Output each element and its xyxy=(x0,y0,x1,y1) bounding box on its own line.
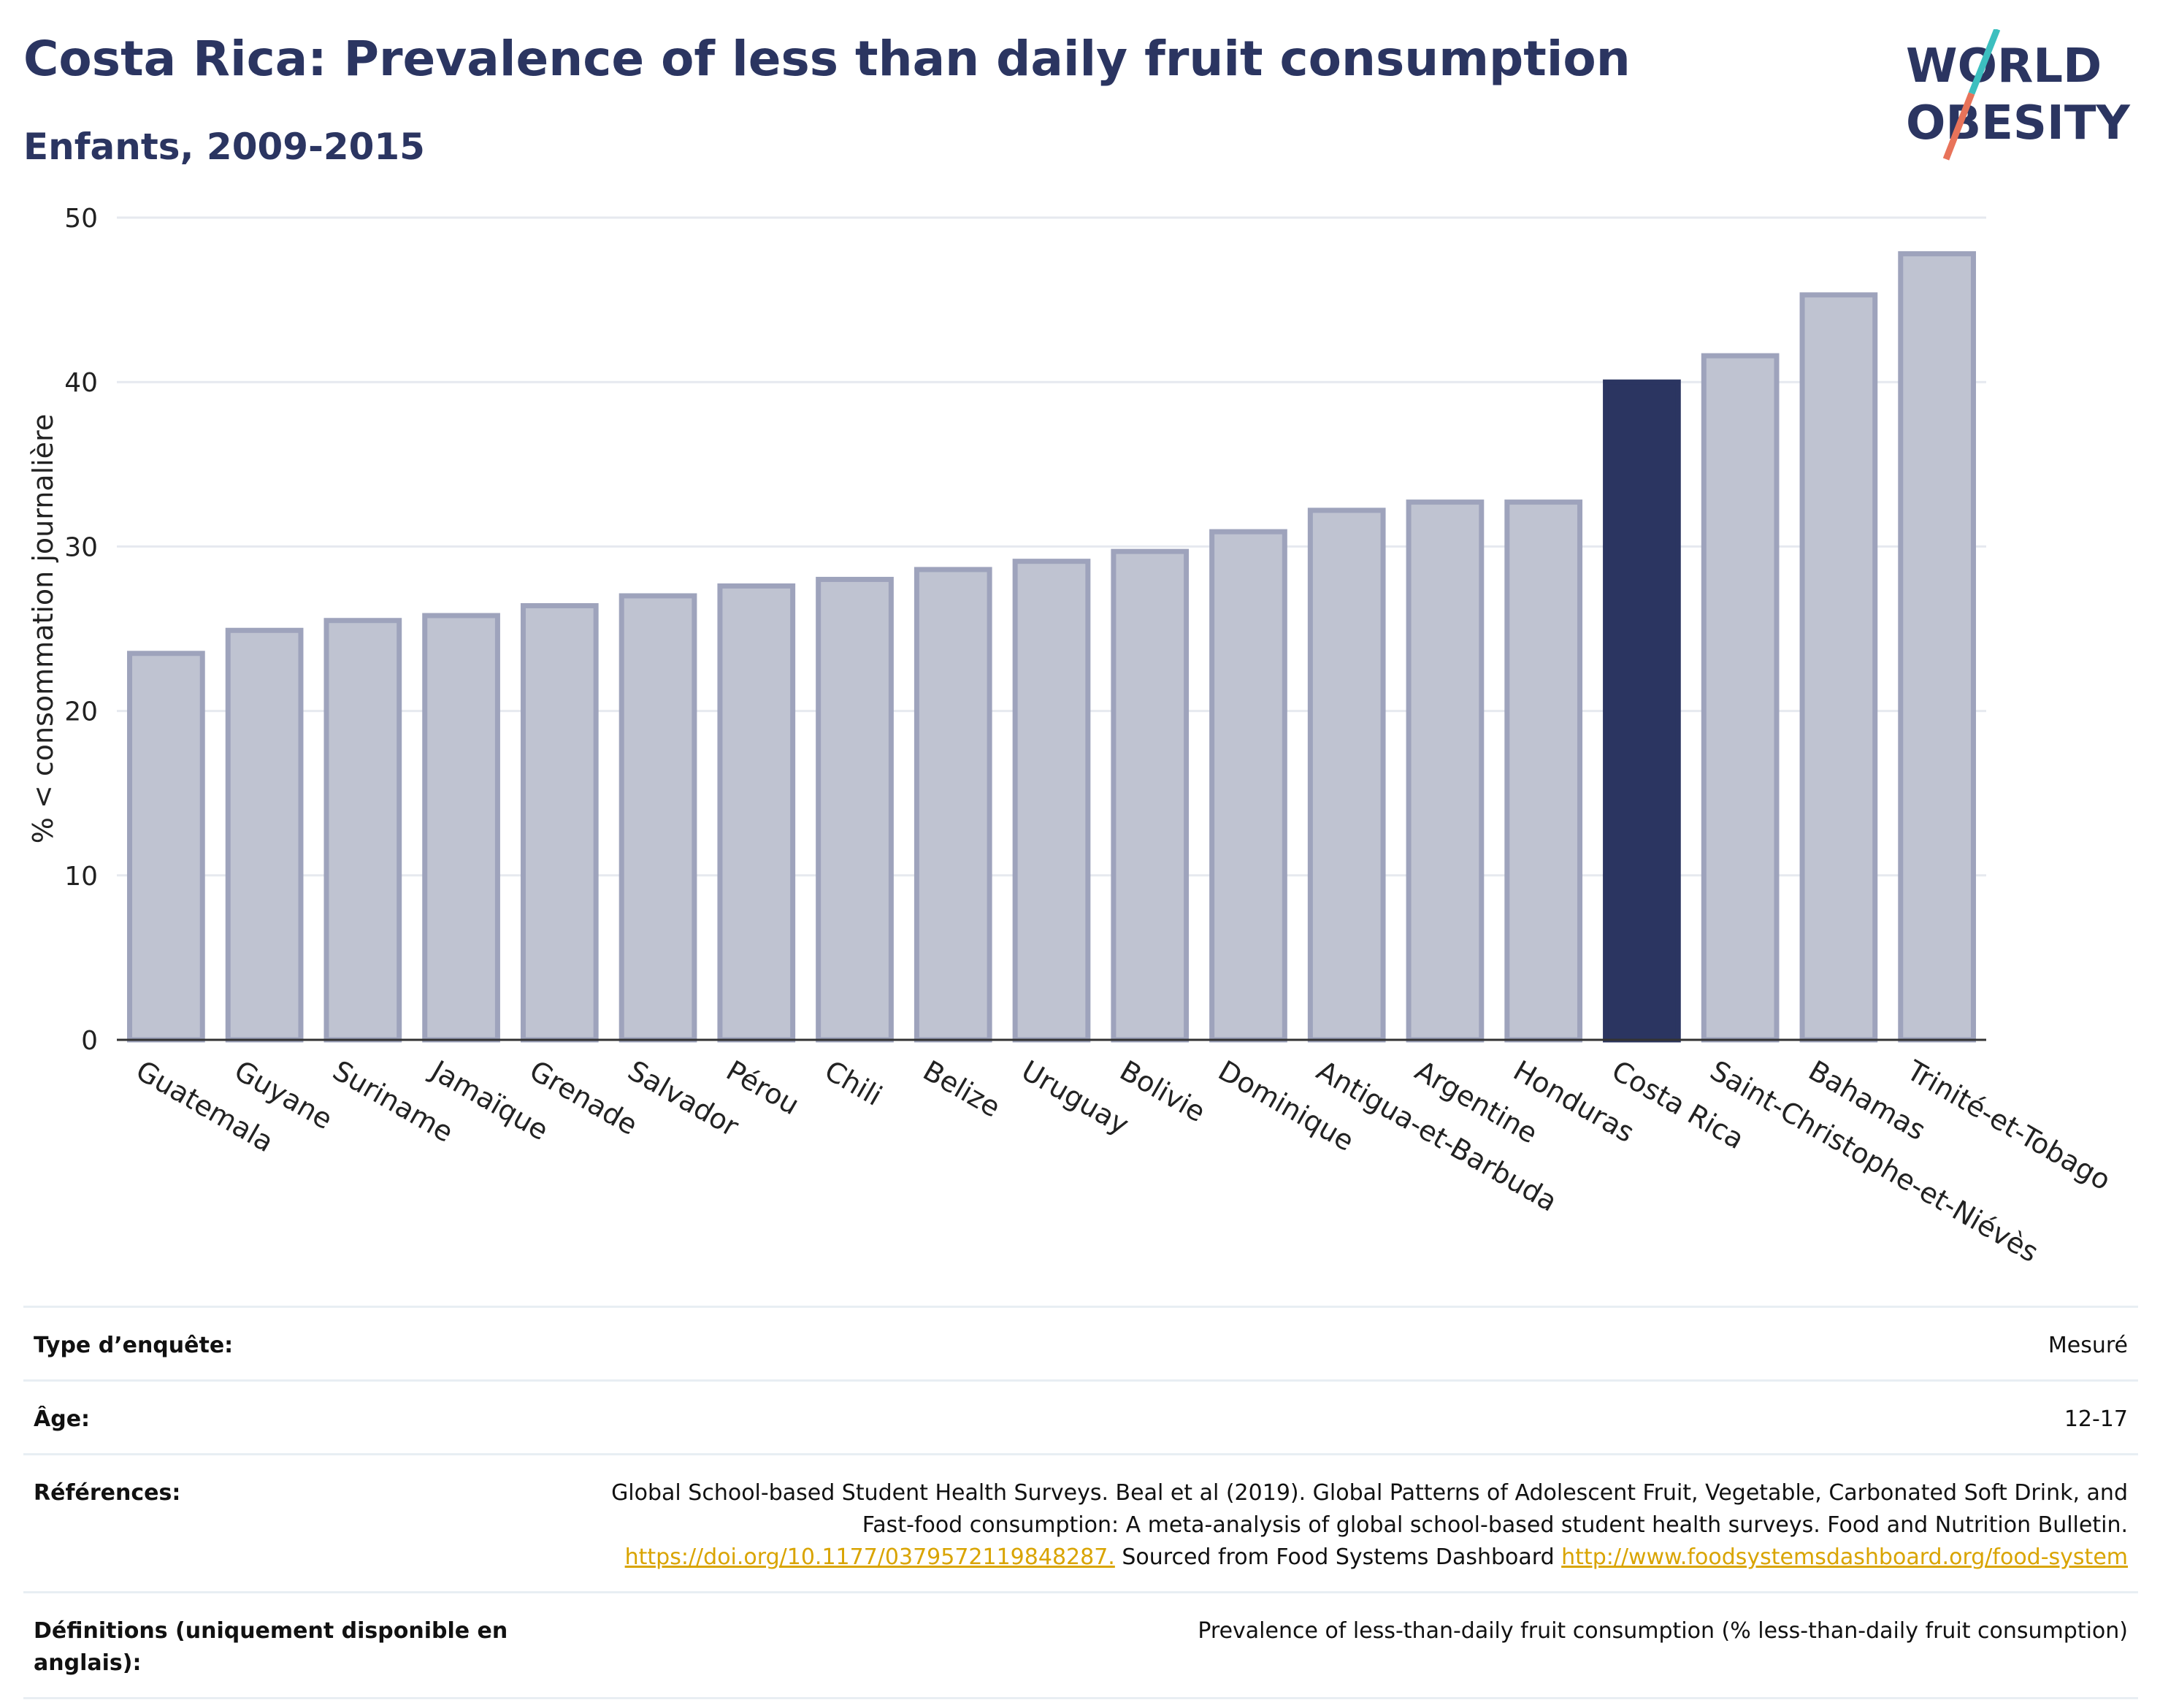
info-row-age: Âge: 12-17 xyxy=(23,1379,2138,1453)
x-tick-label: Uruguay xyxy=(1016,1054,1135,1141)
info-row-survey-type: Type d’enquête: Mesuré xyxy=(23,1306,2138,1379)
y-tick-label: 0 xyxy=(81,1026,98,1056)
bar xyxy=(1111,548,1190,1043)
reference-source-text: Sourced from Food Systems Dashboard xyxy=(1114,1544,1562,1570)
x-tick-label: Chili xyxy=(819,1054,887,1112)
bar xyxy=(1701,353,1780,1043)
logo-line1: WORLD xyxy=(1906,39,2102,93)
info-value: Global School-based Student Health Surve… xyxy=(558,1477,2128,1574)
bar xyxy=(127,651,205,1043)
logo-line2: OBESITY xyxy=(1906,96,2130,150)
info-label: Type d’enquête: xyxy=(34,1333,234,1358)
bar xyxy=(1799,292,1878,1043)
chart-title: Costa Rica: Prevalence of less than dail… xyxy=(23,31,1631,87)
bar xyxy=(1406,499,1485,1043)
info-label: Définitions (uniquement disponible en an… xyxy=(34,1618,508,1676)
logo-slash-coral xyxy=(1942,92,1975,161)
y-tick-label: 50 xyxy=(64,204,98,234)
info-row-definitions: Définitions (uniquement disponible en an… xyxy=(23,1591,2138,1699)
y-tick-label: 20 xyxy=(64,697,98,727)
bar xyxy=(914,567,992,1043)
bar xyxy=(1603,379,1681,1043)
y-axis-label: % < consommation journalière xyxy=(27,414,59,843)
logo-slash-teal xyxy=(1968,29,2001,95)
doi-link[interactable]: https://doi.org/10.1177/0379572119848287… xyxy=(624,1544,1115,1570)
bar xyxy=(1307,508,1386,1043)
world-obesity-logo: WORLD OBESITY xyxy=(1906,29,2130,161)
bar xyxy=(816,576,894,1043)
reference-text: Global School-based Student Health Surve… xyxy=(611,1480,2128,1538)
bar xyxy=(1012,559,1091,1043)
bar xyxy=(520,602,599,1043)
bar xyxy=(1209,529,1287,1043)
y-tick-label: 40 xyxy=(64,368,98,398)
bar xyxy=(618,593,697,1043)
x-tick-label: Belize xyxy=(918,1054,1006,1124)
y-tick-label: 10 xyxy=(64,862,98,892)
y-tick-label: 30 xyxy=(64,532,98,562)
x-tick-label: Salvador xyxy=(623,1054,745,1144)
info-value: 12-17 xyxy=(2064,1406,2128,1432)
x-tick-label: Trinité-et-Tobago xyxy=(1901,1054,2116,1196)
info-label: Âge: xyxy=(34,1406,91,1432)
bar xyxy=(225,627,304,1043)
info-table: Type d’enquête: Mesuré Âge: 12-17 Référe… xyxy=(23,1306,2138,1699)
info-row-references: Références: Global School-based Student … xyxy=(23,1453,2138,1591)
bar xyxy=(1504,499,1583,1043)
info-value: Prevalence of less-than-daily fruit cons… xyxy=(1198,1618,2128,1644)
info-value: Mesuré xyxy=(2048,1333,2128,1358)
food-systems-link[interactable]: http://www.foodsystemsdashboard.org/food… xyxy=(1561,1544,2128,1570)
bar xyxy=(422,613,500,1043)
info-label: Références: xyxy=(34,1480,181,1506)
chart-subtitle: Enfants, 2009-2015 xyxy=(23,126,425,168)
bar xyxy=(323,618,402,1043)
bar xyxy=(1898,251,1976,1043)
bar xyxy=(717,583,796,1043)
